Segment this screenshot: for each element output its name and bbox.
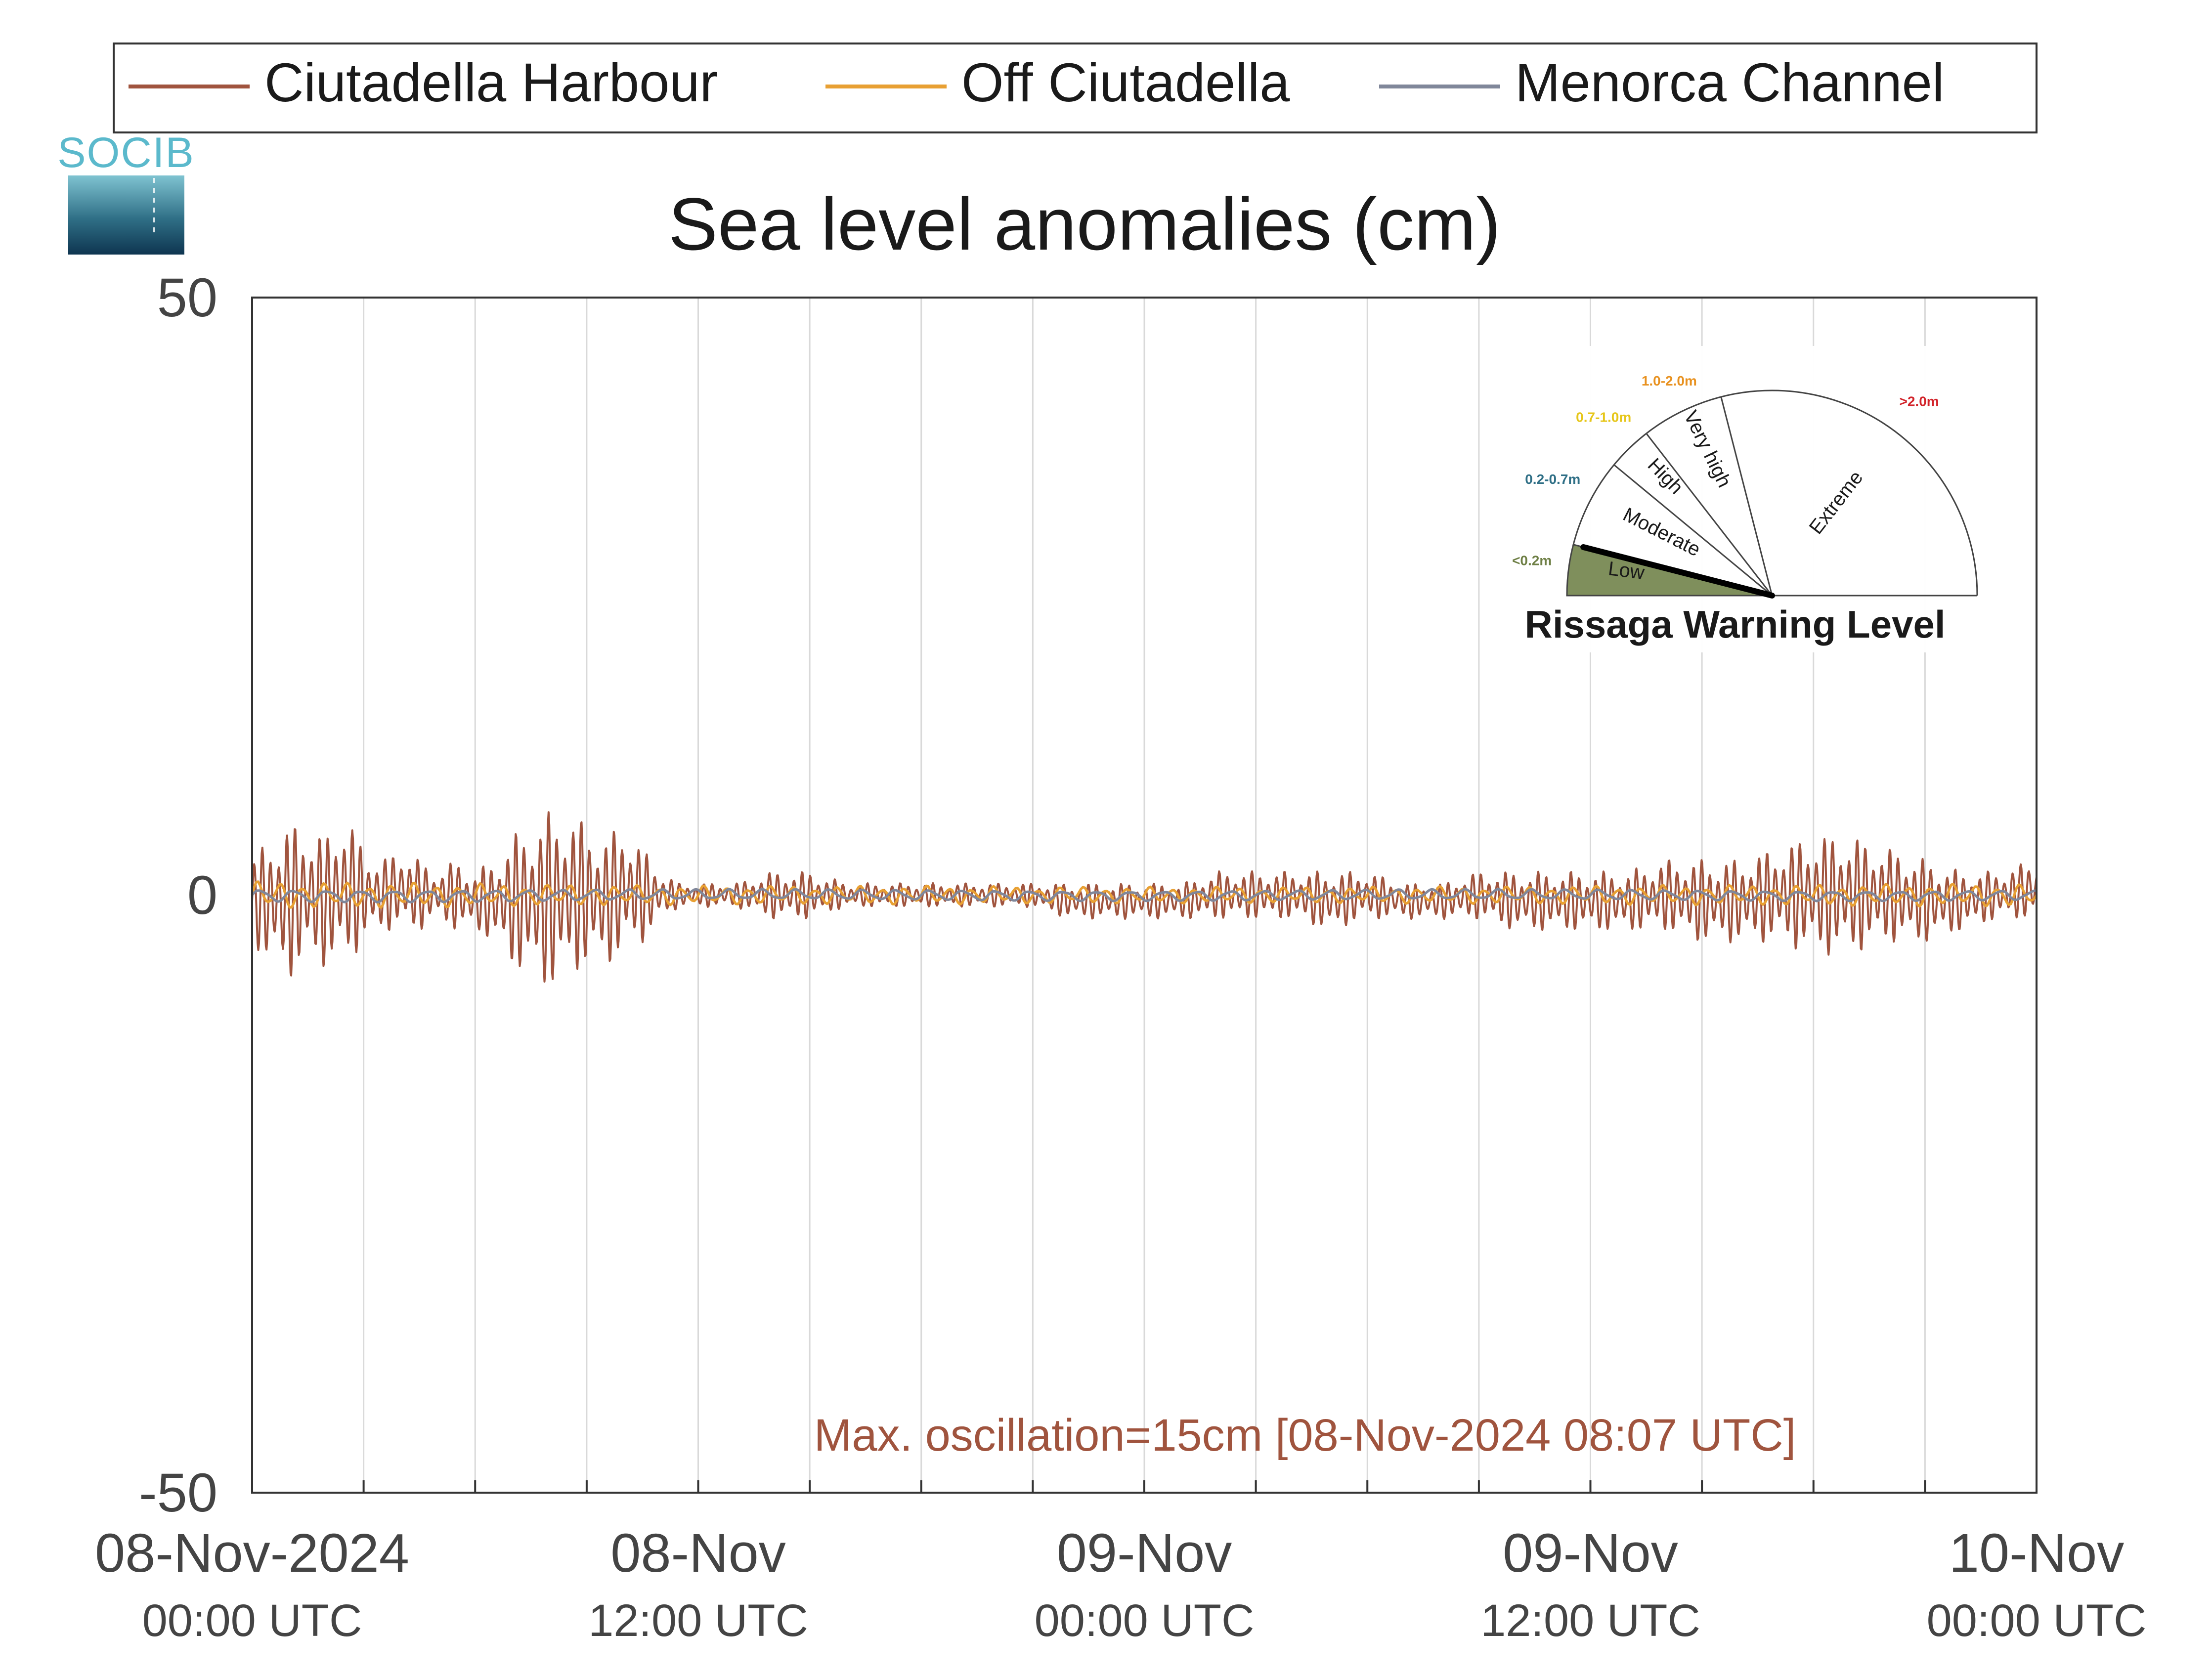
gauge-title: Rissaga Warning Level [1524, 602, 1945, 646]
legend-entry-ciutadella-harbour: Ciutadella Harbour [129, 52, 718, 113]
x-tick-time: 12:00 UTC [588, 1595, 808, 1646]
y-tick-label: -50 [139, 1463, 217, 1523]
socib-logo-text: SOCIB [57, 129, 195, 176]
gauge-outline [1566, 389, 1978, 597]
gauge-range-label: 1.0-2.0m [1642, 373, 1697, 388]
x-tick-time: 12:00 UTC [1480, 1595, 1700, 1646]
series-line [251, 880, 2038, 909]
legend-label-ciutadella-harbour: Ciutadella Harbour [264, 52, 718, 113]
x-tick-date: 10-Nov [1949, 1523, 2125, 1584]
gauge-needle [1580, 544, 1775, 599]
legend-entry-off-ciutadella: Off Ciutadella [825, 52, 1290, 113]
max-oscillation-annotation: Max. oscillation=15cm [08-Nov-2024 08:07… [814, 1410, 1796, 1461]
series-line [251, 888, 2037, 904]
x-tick-time: 00:00 UTC [1927, 1595, 2147, 1646]
gauge-range-label: 0.7-1.0m [1576, 409, 1631, 425]
legend: Ciutadella Harbour Off Ciutadella Menorc… [113, 43, 2038, 133]
gauge-divider [1613, 464, 1773, 597]
socib-logo-block [68, 175, 184, 255]
y-tick-label: 0 [187, 865, 217, 926]
x-tick-date: 08-Nov [610, 1523, 786, 1584]
socib-logo: SOCIB [57, 129, 195, 255]
legend-label-off-ciutadella: Off Ciutadella [961, 52, 1290, 113]
gauge-divider [1646, 433, 1773, 596]
gauge-range-label: >2.0m [1900, 393, 1939, 409]
y-tick-label: 50 [157, 267, 217, 328]
legend-entry-menorca-channel: Menorca Channel [1379, 52, 1944, 113]
x-tick-date: 09-Nov [1057, 1523, 1232, 1584]
gauge-range-label: 0.2-0.7m [1525, 472, 1580, 487]
data-layer [251, 811, 2038, 983]
gauge-range-label: <0.2m [1512, 553, 1552, 568]
x-tick-date: 08-Nov-2024 [95, 1523, 409, 1584]
legend-label-menorca-channel: Menorca Channel [1515, 52, 1944, 113]
x-tick-time: 00:00 UTC [1035, 1595, 1255, 1646]
gauge-divider [1720, 396, 1773, 596]
chart-title: Sea level anomalies (cm) [668, 182, 1501, 265]
x-tick-time: 00:00 UTC [142, 1595, 362, 1646]
x-tick-date: 09-Nov [1503, 1523, 1678, 1584]
